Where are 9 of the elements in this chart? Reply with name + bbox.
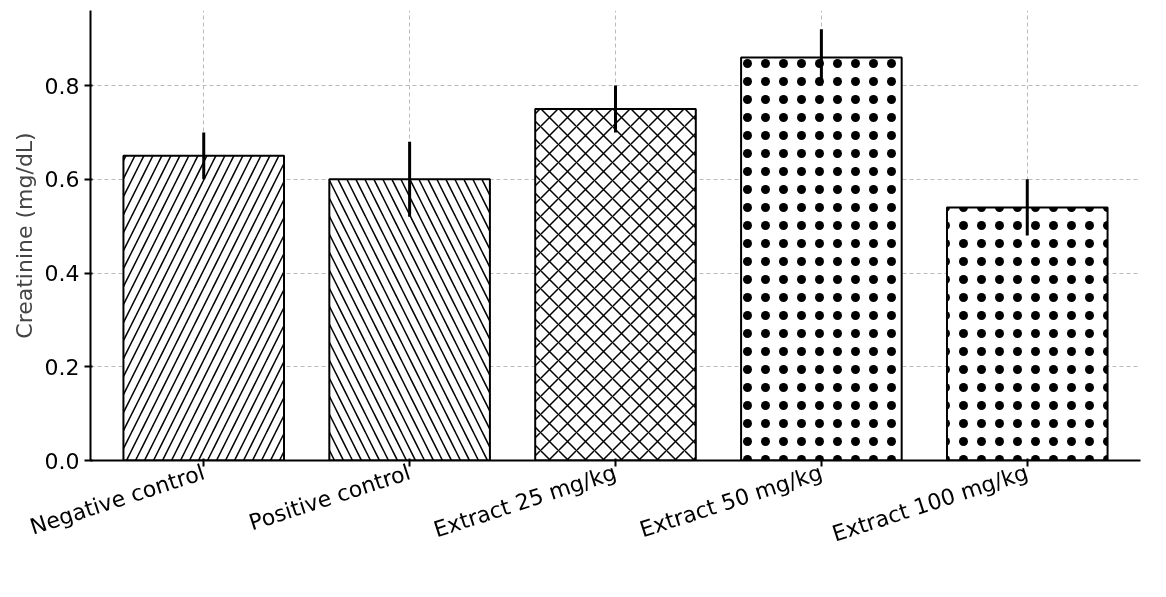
- y-tick-label: 0.0: [44, 448, 80, 474]
- x-tick-label: Extract 50 mg/kg: [636, 459, 826, 543]
- x-tick-label: Extract 25 mg/kg: [430, 459, 620, 543]
- y-axis-title: Creatinine (mg/dL): [11, 132, 37, 339]
- x-tick-label: Extract 100 mg/kg: [829, 459, 1032, 547]
- y-tick-label: 0.2: [44, 354, 80, 380]
- y-tick-label: 0.4: [44, 261, 80, 286]
- y-tick-label: 0.8: [44, 73, 80, 99]
- y-tick-label: 0.6: [44, 167, 80, 193]
